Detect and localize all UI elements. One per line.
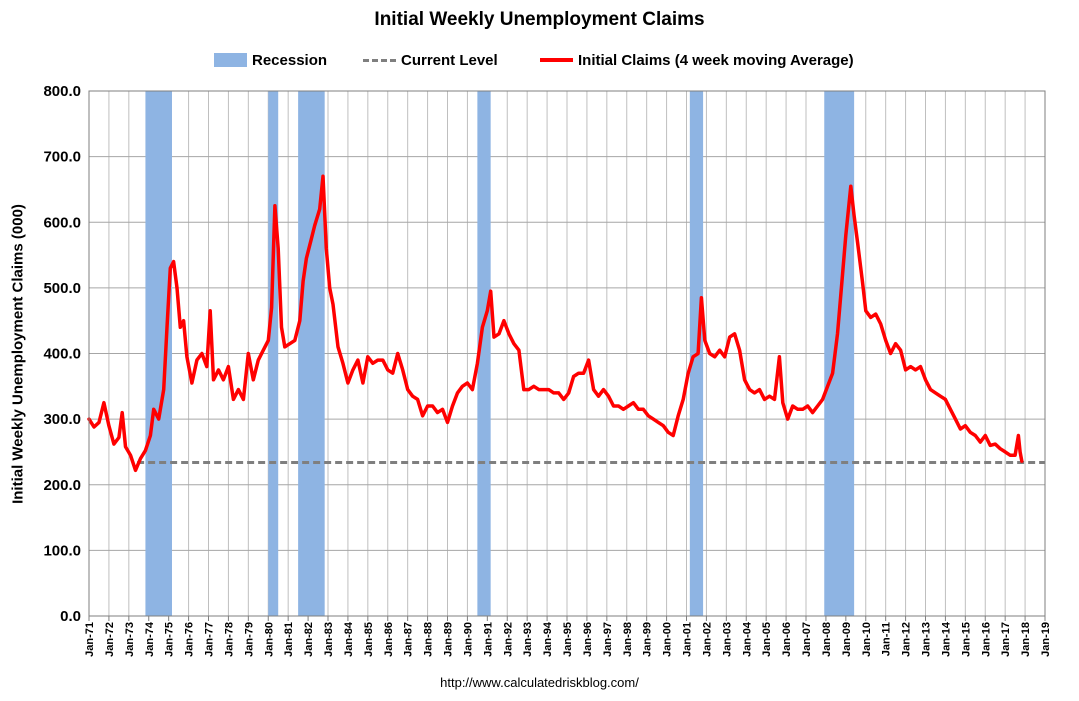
x-tick-label: Jan-93 — [522, 622, 534, 657]
x-tick-label: Jan-00 — [662, 622, 674, 657]
legend-label-current-level: Current Level — [401, 51, 498, 69]
legend-swatch-current-level — [363, 58, 396, 62]
x-tick-label: Jan-75 — [164, 622, 176, 657]
x-tick-label: Jan-04 — [741, 621, 753, 657]
x-tick-label: Jan-79 — [243, 622, 255, 657]
x-tick-label: Jan-74 — [144, 621, 156, 657]
x-tick-label: Jan-84 — [343, 621, 355, 657]
y-tick-label: 100.0 — [43, 542, 81, 559]
x-tick-label: Jan-80 — [263, 622, 275, 657]
x-tick-label: Jan-10 — [861, 622, 873, 657]
x-tick-label: Jan-92 — [502, 622, 514, 657]
x-tick-label: Jan-07 — [801, 622, 813, 657]
x-tick-label: Jan-11 — [881, 622, 893, 656]
x-tick-label: Jan-83 — [323, 622, 335, 657]
x-tick-label: Jan-97 — [602, 622, 614, 657]
legend-swatch-recession — [214, 53, 247, 67]
y-tick-label: 300.0 — [43, 411, 81, 428]
x-tick-label: Jan-14 — [940, 621, 952, 657]
x-tick-label: Jan-88 — [423, 622, 435, 657]
x-tick-label: Jan-15 — [960, 622, 972, 657]
recession-bar — [268, 91, 279, 616]
x-tick-label: Jan-87 — [403, 622, 415, 657]
x-tick-label: Jan-76 — [184, 622, 196, 657]
x-tick-label: Jan-13 — [921, 622, 933, 657]
x-tick-label: Jan-85 — [363, 622, 375, 657]
y-tick-label: 600.0 — [43, 214, 81, 231]
y-tick-label: 700.0 — [43, 149, 81, 166]
recession-bar — [298, 91, 325, 616]
x-tick-label: Jan-06 — [781, 622, 793, 657]
x-tick-label: Jan-08 — [821, 622, 833, 657]
x-tick-label: Jan-19 — [1040, 622, 1052, 657]
x-tick-label: Jan-78 — [223, 622, 235, 657]
x-tick-label: Jan-90 — [462, 622, 474, 657]
x-tick-label: Jan-71 — [84, 622, 96, 657]
x-tick-label: Jan-98 — [622, 622, 634, 657]
x-tick-label: Jan-12 — [901, 622, 913, 657]
y-tick-label: 500.0 — [43, 280, 81, 297]
x-tick-label: Jan-01 — [682, 622, 694, 657]
y-tick-label: 0.0 — [60, 608, 81, 625]
x-tick-label: Jan-18 — [1020, 622, 1032, 657]
recession-bar — [477, 91, 491, 616]
claims-series-line — [87, 174, 1024, 473]
x-tick-label: Jan-77 — [204, 622, 216, 657]
x-tick-label: Jan-72 — [104, 622, 116, 657]
x-tick-label: Jan-09 — [841, 622, 853, 657]
x-tick-label: Jan-81 — [283, 622, 295, 657]
x-tick-label: Jan-82 — [303, 622, 315, 657]
x-tick-label: Jan-95 — [562, 622, 574, 657]
x-tick-label: Jan-96 — [582, 622, 594, 657]
legend-item-current-level: Current Level — [363, 50, 498, 70]
x-tick-label: Jan-94 — [542, 621, 554, 657]
legend-item-recession: Recession — [214, 50, 327, 70]
source-url: http://www.calculatedriskblog.com/ — [440, 675, 639, 690]
x-tick-label: Jan-17 — [1000, 622, 1012, 657]
x-tick-label: Jan-91 — [482, 622, 494, 657]
legend-label-initial-claims: Initial Claims (4 week moving Average) — [578, 51, 854, 69]
y-tick-label: 800.0 — [43, 83, 81, 100]
x-tick-label: Jan-03 — [721, 622, 733, 657]
x-tick-label: Jan-16 — [980, 622, 992, 657]
y-tick-label: 400.0 — [43, 346, 81, 363]
x-tick-label: Jan-05 — [761, 622, 773, 657]
x-tick-label: Jan-89 — [443, 622, 455, 657]
recession-bar — [824, 91, 855, 616]
x-tick-label: Jan-99 — [642, 622, 654, 657]
x-tick-label: Jan-86 — [383, 622, 395, 657]
recession-bar — [145, 91, 172, 616]
chart-title: Initial Weekly Unemployment Claims — [374, 9, 705, 30]
y-tick-label: 200.0 — [43, 477, 81, 494]
legend-label-recession: Recession — [252, 51, 328, 69]
legend-swatch-initial-claims — [540, 58, 573, 62]
y-axis-label: Initial Weekly Unemployment Claims (000) — [9, 204, 27, 504]
legend-item-initial-claims: Initial Claims (4 week moving Average) — [540, 50, 854, 70]
legend: Recession Current Level Initial Claims (… — [0, 50, 1079, 70]
x-tick-label: Jan-73 — [124, 622, 136, 657]
x-tick-label: Jan-02 — [701, 622, 713, 657]
